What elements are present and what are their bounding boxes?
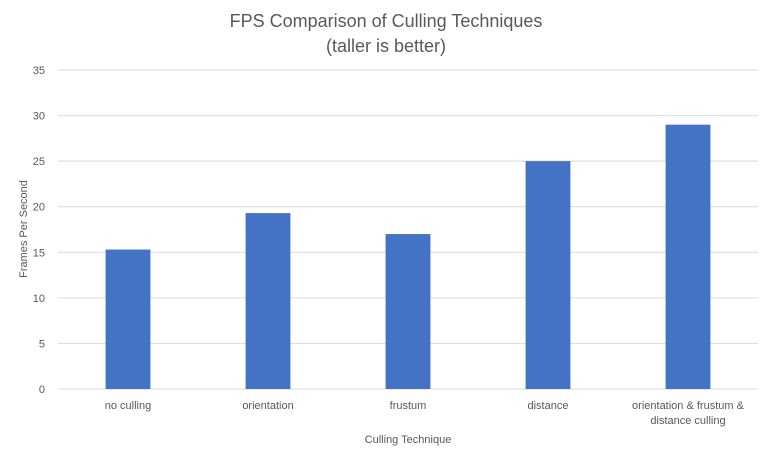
bar bbox=[525, 161, 571, 389]
x-axis-ticks: no culling orientation frustum distance orie… bbox=[105, 400, 745, 427]
x-tick-label: orientation bbox=[242, 400, 293, 412]
bar bbox=[105, 249, 151, 389]
y-tick-label: 25 bbox=[33, 156, 45, 168]
y-tick-label: 15 bbox=[33, 247, 45, 259]
bar bbox=[245, 213, 291, 389]
y-tick-label: 10 bbox=[33, 293, 45, 305]
y-tick-label: 0 bbox=[39, 384, 45, 396]
chart-title: FPS Comparison of Culling Techniques bbox=[230, 11, 543, 31]
x-tick-label: distance bbox=[528, 400, 569, 412]
bars bbox=[105, 124, 711, 389]
bar bbox=[385, 234, 431, 389]
chart-subtitle: (taller is better) bbox=[326, 36, 446, 56]
y-axis-title: Frames Per Second bbox=[18, 180, 30, 278]
bar bbox=[665, 124, 711, 389]
x-tick-label: orientation & frustum & bbox=[632, 400, 745, 412]
y-tick-label: 35 bbox=[33, 65, 45, 77]
x-tick-label: no culling bbox=[105, 400, 151, 412]
y-tick-label: 30 bbox=[33, 111, 45, 123]
y-axis-ticks: 0 5 10 15 20 25 30 35 bbox=[33, 65, 45, 396]
x-tick-label: distance culling bbox=[650, 415, 725, 427]
y-tick-label: 20 bbox=[33, 202, 45, 214]
x-axis-title: Culling Technique bbox=[365, 434, 452, 446]
x-tick-label: frustum bbox=[390, 400, 427, 412]
y-tick-label: 5 bbox=[39, 338, 45, 350]
